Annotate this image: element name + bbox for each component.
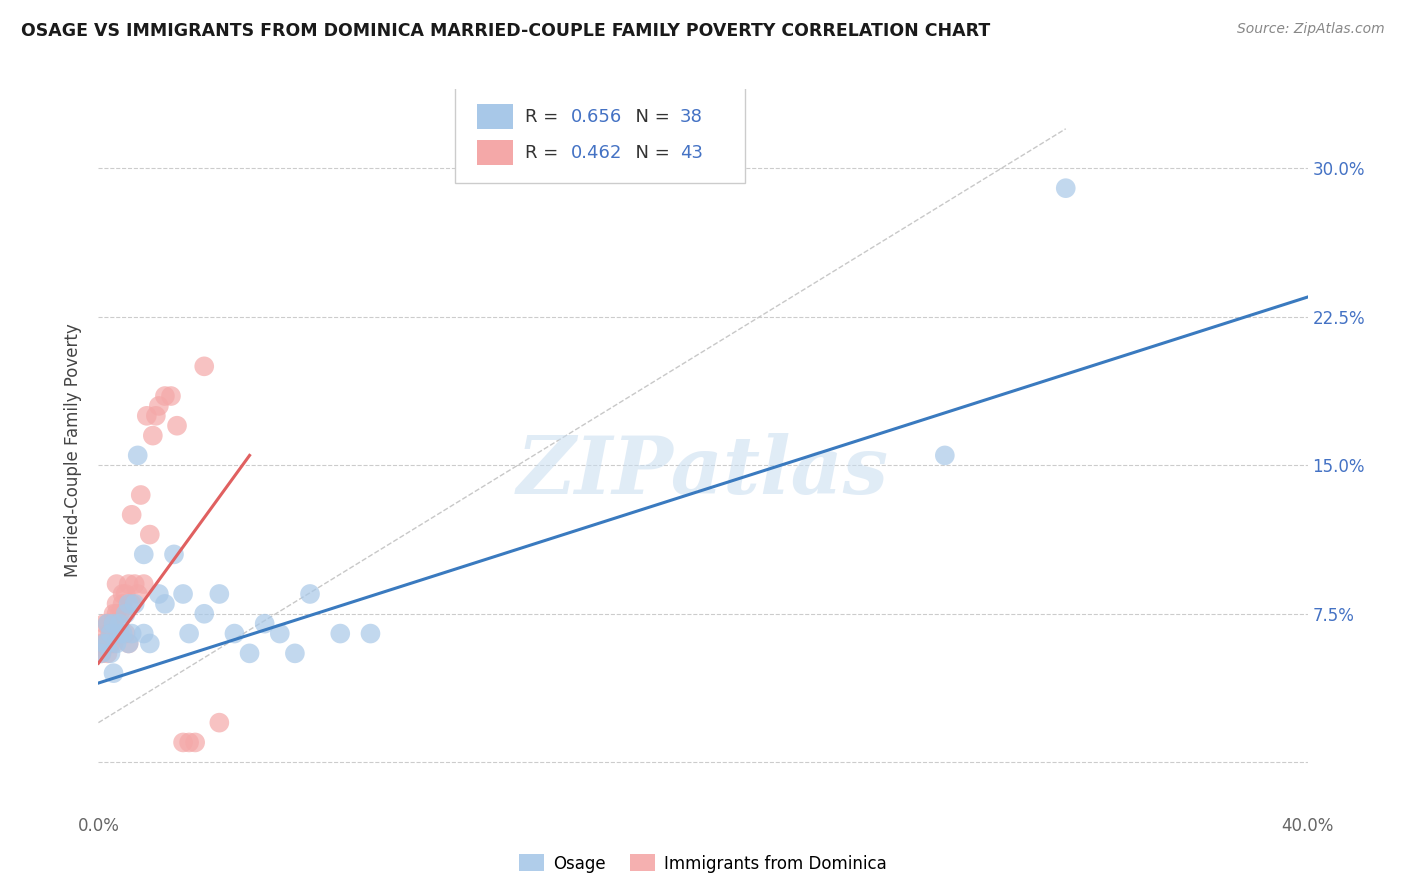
Point: [139, 636, 162, 650]
Text: 0.656: 0.656: [571, 108, 623, 126]
Point: [172, 735, 194, 749]
Point: [103, 666, 125, 681]
Point: [124, 577, 146, 591]
Point: [153, 389, 176, 403]
Point: [166, 418, 188, 433]
Point: [148, 399, 170, 413]
Point: [132, 548, 155, 562]
Point: [108, 626, 131, 640]
FancyBboxPatch shape: [477, 103, 513, 129]
Point: [114, 587, 136, 601]
Point: [148, 587, 170, 601]
Point: [96, 636, 118, 650]
Point: [163, 548, 186, 562]
Point: [132, 577, 155, 591]
Point: [193, 359, 215, 374]
Point: [145, 409, 167, 423]
Text: N =: N =: [624, 144, 676, 161]
Point: [103, 607, 125, 621]
Point: [118, 636, 141, 650]
Point: [329, 626, 352, 640]
Point: [121, 626, 143, 640]
Point: [111, 587, 134, 601]
Text: 43: 43: [681, 144, 703, 161]
Point: [96, 616, 118, 631]
Point: [100, 626, 122, 640]
Point: [105, 577, 128, 591]
Text: Source: ZipAtlas.com: Source: ZipAtlas.com: [1237, 22, 1385, 37]
Point: [153, 597, 176, 611]
FancyBboxPatch shape: [477, 140, 513, 165]
Point: [208, 715, 231, 730]
Point: [90, 646, 112, 660]
Point: [96, 626, 118, 640]
Point: [105, 607, 128, 621]
Text: ZIPatlas: ZIPatlas: [517, 434, 889, 511]
Point: [299, 587, 322, 601]
Point: [111, 607, 134, 621]
Point: [172, 587, 194, 601]
Point: [100, 646, 122, 660]
Point: [93, 636, 115, 650]
Point: [208, 587, 231, 601]
Point: [108, 607, 131, 621]
Point: [184, 735, 207, 749]
Point: [114, 607, 136, 621]
Point: [103, 616, 125, 631]
Point: [284, 646, 307, 660]
Point: [118, 597, 141, 611]
Point: [96, 616, 118, 631]
FancyBboxPatch shape: [456, 86, 745, 183]
Point: [96, 646, 118, 660]
Point: [103, 636, 125, 650]
Legend: Osage, Immigrants from Dominica: Osage, Immigrants from Dominica: [513, 847, 893, 880]
Point: [118, 577, 141, 591]
Point: [121, 597, 143, 611]
Point: [93, 636, 115, 650]
Point: [127, 587, 149, 601]
Point: [1054, 181, 1077, 195]
Point: [103, 616, 125, 631]
Point: [239, 646, 262, 660]
Point: [132, 626, 155, 640]
Point: [100, 626, 122, 640]
Point: [121, 508, 143, 522]
Point: [111, 597, 134, 611]
Y-axis label: Married-Couple Family Poverty: Married-Couple Family Poverty: [65, 324, 83, 577]
Point: [100, 636, 122, 650]
Point: [139, 527, 162, 541]
Point: [160, 389, 183, 403]
Point: [114, 626, 136, 640]
Point: [111, 626, 134, 640]
Point: [269, 626, 291, 640]
Point: [90, 646, 112, 660]
Point: [108, 616, 131, 631]
Point: [108, 626, 131, 640]
Point: [142, 428, 165, 442]
Text: 0.462: 0.462: [571, 144, 623, 161]
Point: [105, 636, 128, 650]
Point: [105, 597, 128, 611]
Point: [93, 616, 115, 631]
Text: OSAGE VS IMMIGRANTS FROM DOMINICA MARRIED-COUPLE FAMILY POVERTY CORRELATION CHAR: OSAGE VS IMMIGRANTS FROM DOMINICA MARRIE…: [21, 22, 990, 40]
Point: [224, 626, 246, 640]
Point: [90, 636, 112, 650]
Point: [135, 409, 157, 423]
Text: N =: N =: [624, 108, 676, 126]
Point: [934, 449, 956, 463]
Point: [179, 626, 201, 640]
Text: R =: R =: [526, 108, 564, 126]
Point: [179, 735, 201, 749]
Point: [193, 607, 215, 621]
Point: [360, 626, 382, 640]
Text: R =: R =: [526, 144, 564, 161]
Point: [129, 488, 152, 502]
Point: [127, 449, 149, 463]
Text: 38: 38: [681, 108, 703, 126]
Point: [118, 636, 141, 650]
Point: [253, 616, 276, 631]
Point: [124, 597, 146, 611]
